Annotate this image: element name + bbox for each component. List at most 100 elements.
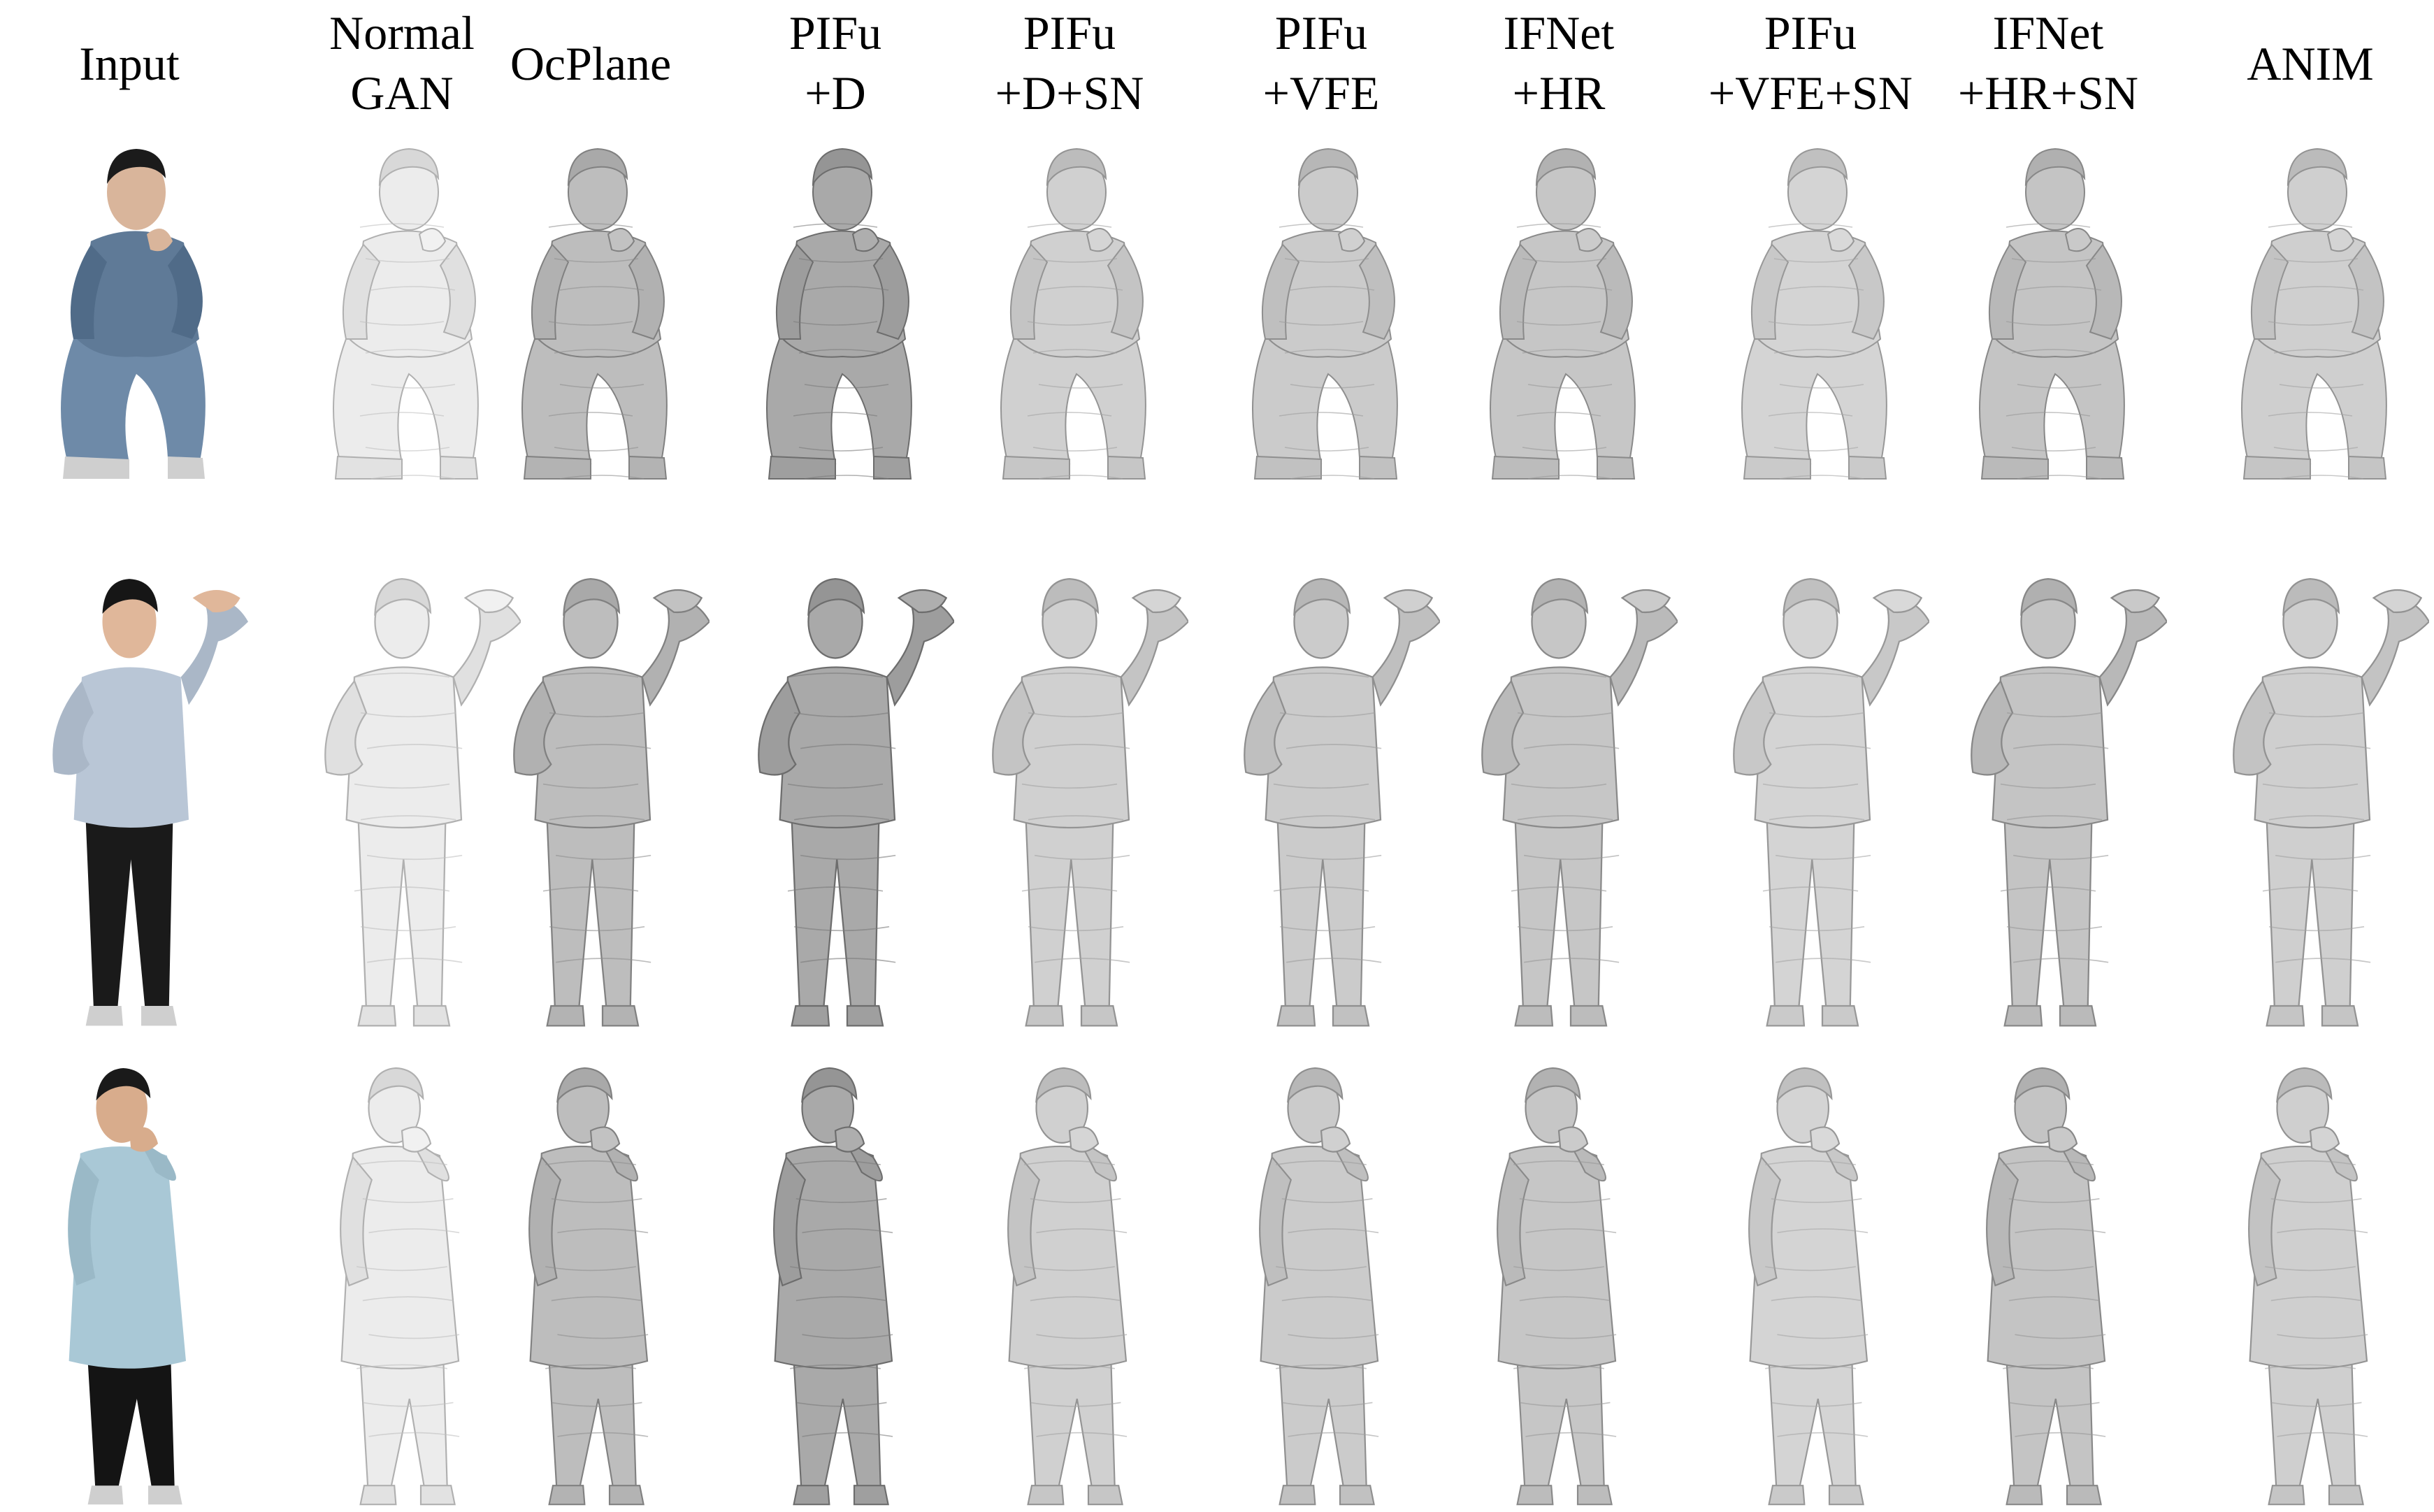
torso-shape [1013, 666, 1130, 829]
mesh-fold [1024, 1160, 1115, 1165]
armL-shape [1748, 1155, 1782, 1287]
mesh-fold [1511, 886, 1607, 892]
feet-shape [2242, 455, 2387, 480]
hand-shape [2372, 589, 2423, 614]
mesh-fold [1525, 1432, 1617, 1437]
mesh-fold [1024, 1364, 1115, 1369]
armR-shape [168, 245, 203, 339]
reconstruction-mesh [2233, 577, 2429, 1027]
mesh-fold [2005, 223, 2091, 228]
mesh-fold [549, 712, 645, 718]
legs-shape [1252, 338, 1398, 466]
mesh-fold [2003, 1160, 2094, 1165]
result-subject-2-normal-gan [283, 559, 521, 1049]
mesh-fold [542, 783, 639, 789]
mesh-fold [1769, 712, 1865, 718]
result-subject-2-pifu-vfe [1202, 559, 1440, 1049]
armL-shape [775, 243, 814, 340]
mesh-fold [2012, 744, 2109, 749]
reconstruction-mesh [1971, 577, 2167, 1027]
legs-shape [1979, 338, 2125, 466]
mesh-fold [2017, 475, 2102, 480]
reconstruction-mesh [1007, 1067, 1128, 1506]
feet-shape [1516, 1485, 1613, 1506]
torso-shape [69, 1146, 186, 1369]
mesh-fold [1523, 854, 1620, 861]
hand-shape [1620, 589, 1671, 614]
mesh-fold [1522, 349, 1607, 354]
armR-shape [2361, 599, 2429, 707]
reconstruction-mesh [2241, 147, 2387, 480]
mesh-fold [365, 349, 450, 354]
mesh-fold [1288, 1432, 1379, 1437]
mesh-fold [793, 926, 890, 932]
mesh-fold [795, 1402, 887, 1407]
mesh-fold [790, 1266, 881, 1272]
mesh-fold [366, 958, 463, 963]
result-subject-3-anim [2191, 1059, 2429, 1512]
hair-shape [2287, 147, 2348, 187]
armL-shape [2233, 679, 2276, 776]
hair-shape [368, 1067, 424, 1103]
mesh-fold [1525, 1228, 1617, 1234]
mesh-fold [548, 321, 633, 326]
hair-shape [1787, 147, 1848, 187]
mesh-fold [1769, 815, 1865, 821]
reconstruction-mesh [1481, 577, 1678, 1027]
armL-shape [340, 1155, 373, 1287]
mesh-fold [365, 447, 450, 452]
reconstruction-mesh [1490, 147, 1636, 480]
result-subject-2-ocplane [472, 559, 710, 1049]
column-header-anim: ANIM [2247, 34, 2373, 94]
mesh-fold [1511, 672, 1607, 678]
hair-shape [801, 1067, 858, 1103]
legs-shape [1768, 1360, 1857, 1490]
feet-shape [546, 1005, 640, 1027]
result-subject-3-pifu-d-sn [951, 1059, 1188, 1512]
hair-shape [567, 147, 628, 187]
result-subject-1-ifnet-hr-sn [1929, 129, 2167, 549]
mesh-fold [1779, 475, 1864, 480]
armL-shape [1259, 1155, 1292, 1287]
hand-shape [1337, 228, 1366, 252]
legs-shape [1516, 1360, 1605, 1490]
mesh-fold [2265, 1160, 2356, 1165]
hand-shape [1383, 589, 1434, 614]
mesh-fold [1519, 1296, 1611, 1302]
armL-shape [1971, 679, 2014, 776]
mesh-fold [1777, 1228, 1868, 1234]
hair-shape [807, 577, 865, 617]
mesh-fold [798, 258, 884, 263]
mesh-fold [798, 349, 884, 354]
mesh-fold [2262, 783, 2359, 789]
armL-shape [1009, 243, 1049, 340]
mesh-fold [2006, 815, 2103, 821]
mesh-fold [787, 886, 884, 892]
reconstruction-mesh [324, 577, 521, 1027]
legs-shape [521, 338, 668, 466]
reconstruction-mesh [992, 577, 1188, 1027]
mesh-fold [2273, 447, 2359, 452]
mesh-fold [804, 286, 889, 291]
mesh-fold [2005, 321, 2091, 326]
mesh-fold [557, 1228, 649, 1234]
mesh-fold [1034, 958, 1130, 963]
feet-shape [85, 1006, 178, 1026]
reconstruction-mesh [521, 147, 668, 480]
mesh-fold [1273, 783, 1369, 789]
mesh-fold [800, 744, 896, 749]
mesh-fold [2005, 412, 2091, 417]
hand-shape [463, 589, 514, 614]
feet-shape [2005, 1485, 2102, 1506]
armR-shape [2347, 243, 2384, 340]
column-header-line: PIFu [1764, 6, 1857, 59]
mesh-fold [559, 286, 644, 291]
reconstruction-mesh [1252, 147, 1398, 480]
legs-shape [2268, 1360, 2356, 1490]
hair-shape [1042, 577, 1100, 617]
armR-shape [1371, 599, 1440, 707]
mesh-fold [1513, 1160, 1604, 1165]
feet-shape [523, 455, 668, 480]
armR-shape [641, 599, 710, 707]
mesh-fold [2017, 286, 2102, 291]
